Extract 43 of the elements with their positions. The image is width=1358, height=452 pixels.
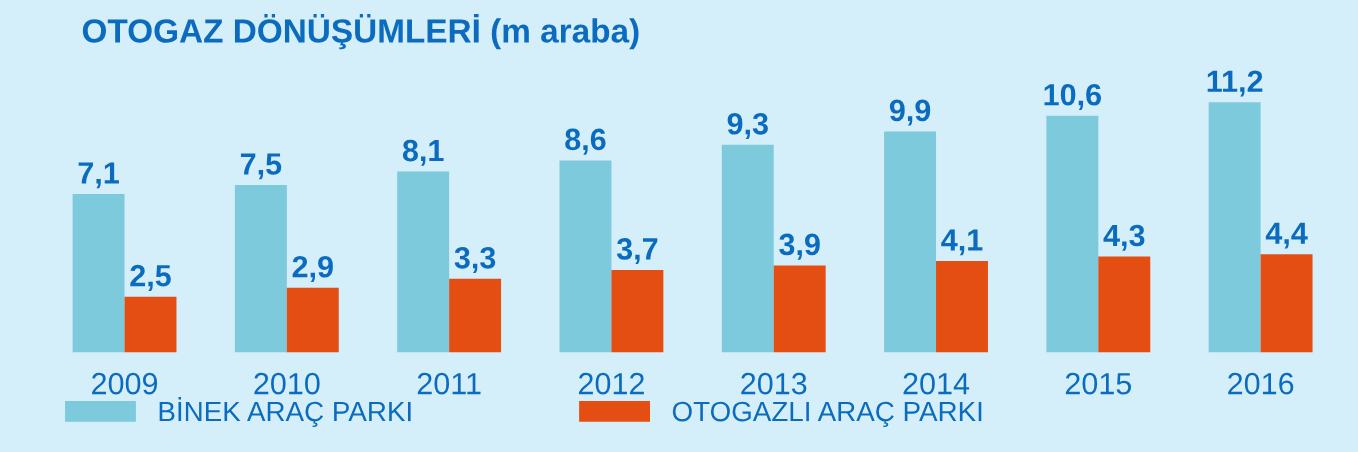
- data-label: 9,3: [727, 112, 768, 140]
- data-label: 4,3: [1103, 224, 1145, 251]
- x-tick-label: 2015: [1065, 372, 1132, 395]
- bar: [721, 144, 774, 353]
- bar: [449, 278, 502, 353]
- data-label: 3,9: [779, 233, 820, 260]
- bar: [234, 185, 287, 353]
- data-label: 7,1: [78, 162, 119, 189]
- data-label: 4,4: [1265, 222, 1308, 249]
- data-label: 2,5: [130, 264, 171, 291]
- data-label: 8,6: [565, 128, 606, 155]
- data-label: 2,9: [292, 255, 333, 282]
- bar: [72, 193, 125, 353]
- bar: [611, 269, 664, 353]
- data-label: 4,1: [941, 229, 983, 256]
- data-label: 9,9: [889, 99, 931, 126]
- x-tick-label: 2013: [741, 372, 807, 395]
- x-tick-label: 2014: [903, 372, 970, 395]
- data-label: 7,5: [240, 153, 282, 180]
- bar: [1260, 254, 1313, 353]
- bar: [1208, 102, 1261, 353]
- data-label: 8,1: [402, 139, 444, 166]
- bar: [773, 265, 826, 353]
- bar: [884, 131, 937, 353]
- bar: [286, 287, 339, 353]
- bar: [1046, 115, 1099, 353]
- x-tick-label: 2010: [254, 372, 320, 395]
- legend-label: BİNEK ARAÇ PARKI: [159, 397, 411, 427]
- data-label: 11,2: [1207, 70, 1263, 97]
- bar: [559, 160, 612, 353]
- bar: [936, 260, 988, 353]
- data-label: 3,7: [616, 238, 658, 265]
- bar: [1098, 256, 1151, 353]
- legend-label: OTOGAZLI ARAÇ PARKI: [672, 401, 982, 427]
- chart-title: OTOGAZ DÖNÜŞÜMLERİ (m araba): [82, 13, 639, 50]
- x-tick-label: 2011: [417, 372, 481, 395]
- data-label: 10,6: [1044, 83, 1101, 110]
- x-tick-label: 2016: [1228, 372, 1294, 395]
- x-tick-label: 2009: [92, 372, 158, 395]
- data-label: 3,3: [454, 246, 496, 274]
- x-tick-label: 2012: [578, 372, 644, 395]
- bar: [397, 171, 450, 353]
- bar: [124, 296, 177, 353]
